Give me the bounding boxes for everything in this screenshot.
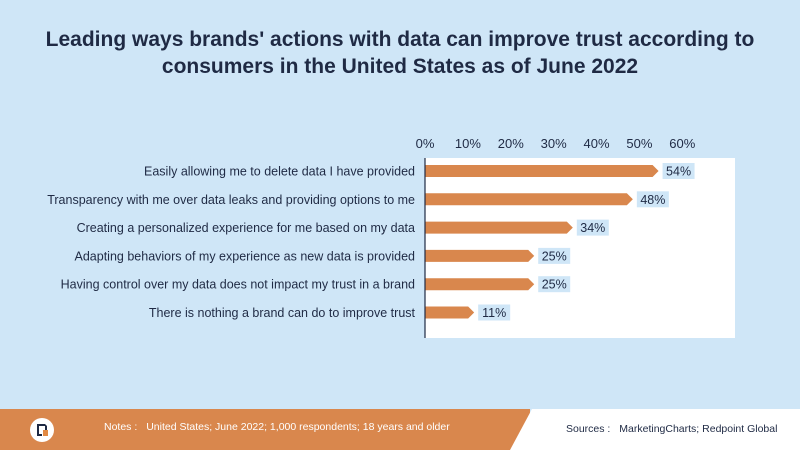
x-tick-label: 30% [541,136,567,151]
footer-notes: Notes : United States; June 2022; 1,000 … [104,421,450,433]
sources-label: Sources : [566,423,611,435]
bar [425,249,535,262]
x-tick-label: 50% [626,136,652,151]
x-tick-label: 40% [584,136,610,151]
bar [425,165,659,177]
x-tick-label: 10% [455,136,481,151]
category-label: Transparency with me over data leaks and… [47,193,415,207]
plot-area [425,158,735,338]
value-label-bg [478,304,511,321]
value-label: 48% [640,193,665,207]
value-label-bg [538,247,571,264]
bar [425,193,633,206]
value-label: 11% [482,306,506,320]
value-label-bg [636,191,669,208]
bar [425,306,475,319]
value-label-bg [576,219,609,236]
category-label: There is nothing a brand can do to impro… [149,306,416,320]
value-label: 25% [542,278,567,292]
footer: Notes : United States; June 2022; 1,000 … [0,409,800,450]
footer-notes-panel [0,409,530,450]
x-tick-label: 60% [669,136,695,151]
bar [425,278,535,291]
category-label: Easily allowing me to delete data I have… [144,165,415,179]
value-label: 34% [580,221,605,235]
logo-icon [30,418,54,442]
notes-label: Notes : [104,421,138,433]
value-label: 54% [666,165,691,179]
x-tick-label: 0% [416,136,435,151]
footer-sources-panel [532,409,800,450]
notes-text: United States; June 2022; 1,000 responde… [146,421,450,433]
chart-title: Leading ways brands' actions with data c… [45,28,755,78]
value-label-bg [662,163,695,179]
footer-sources: Sources : MarketingCharts; Redpoint Glob… [566,423,777,435]
x-tick-label: 20% [498,136,524,151]
bar-chart: 0% 10% 20% 30% 40% 50% 60% Easily allowing me t… [47,136,735,338]
category-label: Adapting behaviors of my experience as n… [75,249,416,263]
bar [425,221,573,234]
footer-divider [510,409,532,450]
category-label: Having control over my data does not imp… [61,278,415,292]
value-label-bg [538,276,571,293]
value-label: 25% [542,249,567,263]
category-label: Creating a personalized experience for m… [77,221,415,235]
sources-text: MarketingCharts; Redpoint Global [619,423,778,435]
